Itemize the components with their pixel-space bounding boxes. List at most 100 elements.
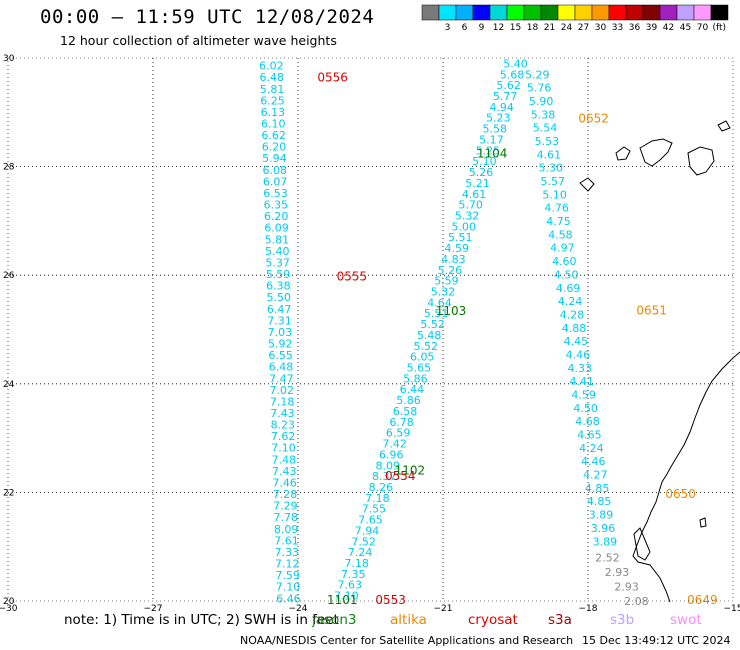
wave-height-value: 7.59 [275,569,300,582]
wave-height-value: 5.21 [465,177,490,190]
wave-height-value: 5.59 [266,268,291,281]
wave-height-value: 4.75 [546,215,571,228]
pass-time-label: 0555 [337,269,368,283]
colorbar-swatch [574,4,593,21]
colorbar-swatch [506,4,525,21]
wave-height-value: 4.24 [579,442,604,455]
colorbar-swatch [693,4,712,21]
footer-generated-time: 15 Dec 13:49:12 UTC 2024 [582,634,731,647]
wave-height-value: 5.40 [503,57,528,70]
legend-altika: altika [390,612,427,628]
colorbar-swatch [710,4,729,21]
lon-tick-label: −15 [724,604,740,614]
colorbar-swatch [642,4,661,21]
wave-height-value: 5.37 [265,256,290,269]
colorbar-swatch [489,4,508,21]
legend-s3b: s3b [610,612,635,628]
colorbar-swatch [540,4,559,21]
wave-height-value: 6.13 [261,106,286,119]
pass-time-label: 0649 [687,593,718,607]
wave-height-value: 5.76 [527,82,552,95]
wave-height-value: 7.28 [273,488,298,501]
wave-height-value: 2.93 [605,566,630,579]
wave-height-value: 4.46 [581,455,606,468]
wave-height-value: 8.37 [372,470,397,483]
wave-height-value: 4.85 [587,495,612,508]
canary-island-3 [615,146,631,161]
legend-cryosat: cryosat [468,612,518,628]
track-b: 5.405.685.625.774.945.235.585.175.255.10… [334,57,528,602]
wave-height-value: 4.97 [550,242,575,255]
wave-height-value: 4.50 [554,268,579,281]
lon-tick-label: −27 [144,604,163,614]
wave-height-value: 7.55 [362,503,387,516]
wave-height-value: 4.85 [585,482,610,495]
canary-island-5 [717,120,731,132]
wave-height-value: 5.40 [265,245,290,258]
wave-height-value: 3.89 [593,535,618,548]
wave-height-value: 8.09 [274,523,299,536]
wave-height-value: 8.09 [376,459,401,472]
wave-height-value: 5.51 [448,231,473,244]
wave-height-value: 6.09 [264,222,289,235]
wave-height-value: 7.43 [270,407,295,420]
wave-height-value: 8.26 [369,481,394,494]
wave-height-value: 6.96 [379,448,404,461]
colorbar-label: 30 [595,23,607,33]
wave-height-value: 5.38 [531,108,556,121]
lat-tick-label: 26 [3,271,15,281]
wave-height-value: 4.94 [489,101,514,114]
wave-height-value: 5.81 [260,83,285,96]
pass-time-label: 0652 [578,111,609,125]
wave-height-value: 5.51 [424,307,449,320]
wave-height-value: 7.18 [365,492,390,505]
colorbar-swatch [455,4,474,21]
wave-height-value: 2.52 [595,552,620,565]
wave-height-value: 4.76 [544,202,569,215]
colorbar-label: 3 [445,23,451,33]
wave-height-value: 6.20 [262,141,287,154]
wave-height-value: 5.52 [420,318,445,331]
legend-note: note: 1) Time is in UTC; 2) SWH is in fe… [64,612,339,628]
canary-island-1 [639,138,673,167]
wave-height-value: 7.65 [358,514,383,527]
wave-height-value: 7.62 [271,430,296,443]
lat-tick-label: 28 [3,163,15,173]
wave-height-value: 6.05 [410,351,435,364]
pass-time-label: 0554 [385,469,416,483]
legend-swot: swot [670,612,702,628]
wave-height-value: 6.55 [268,349,293,362]
colorbar-label: 33 [612,23,623,33]
wave-height-value: 7.43 [272,465,297,478]
wave-height-value: 7.42 [382,438,407,451]
pass-time-label: 1102 [395,464,426,478]
africa-coastline [632,351,740,603]
wave-height-value: 4.60 [552,255,577,268]
wave-height-value: 4.41 [569,375,594,388]
wave-height-value: 4.59 [445,242,470,255]
wave-height-value: 6.47 [267,303,292,316]
legend-jason3: jason3 [312,612,357,628]
lon-tick-label: −30 [0,604,18,614]
wave-height-value: 5.00 [451,220,476,233]
page-title: 00:00 – 11:59 UTC 12/08/2024 [40,6,375,28]
wave-height-value: 4.65 [577,429,602,442]
wave-height-value: 7.31 [267,314,292,327]
wave-height-value: 4.58 [548,228,573,241]
wave-height-value: 7.52 [351,535,376,548]
legend-s3a: s3a [548,612,572,628]
small-island [699,517,707,528]
wave-height-value: 5.86 [403,372,428,385]
wave-height-value: 4.69 [556,282,581,295]
colorbar-label: 39 [646,23,658,33]
wave-height-value: 5.30 [539,162,564,175]
pass-time-label: 0651 [636,303,667,317]
pass-time-label: 1104 [477,147,508,161]
wave-height-value: 6.07 [263,175,288,188]
wave-height-value: 6.59 [386,427,411,440]
wave-height-value: 6.53 [263,187,288,200]
colorbar-swatch [557,4,576,21]
wave-height-value: 4.68 [575,415,600,428]
wave-height-value: 6.78 [389,416,414,429]
